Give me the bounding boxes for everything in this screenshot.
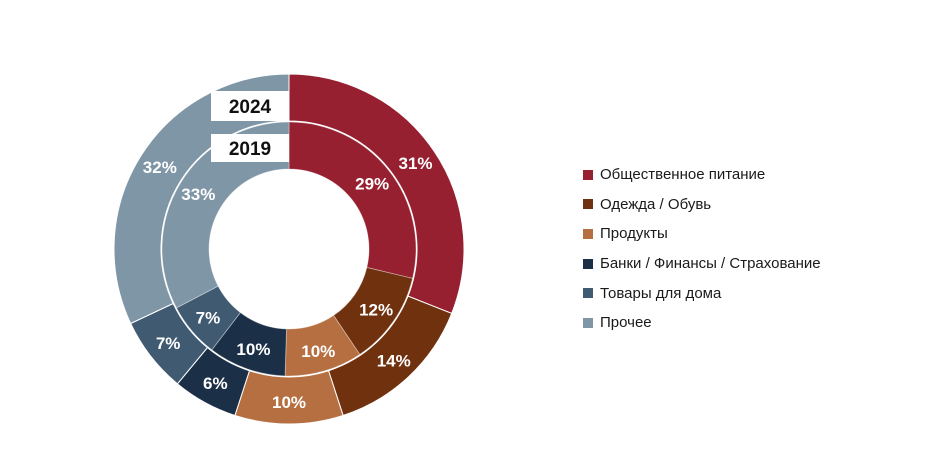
slice-labels: 31% 14% 10% 6% 7% 32% 29% 12% 10% 10% 7% 33% — [143, 154, 433, 412]
inner-ring-2019 — [161, 121, 417, 377]
legend-swatch — [583, 228, 593, 239]
outer-slice-label-1: 14% — [377, 352, 411, 371]
legend-item: Общественное питание — [583, 160, 821, 190]
outer-slice-5 — [113, 73, 290, 325]
legend-swatch — [583, 169, 593, 180]
outer-slice-label-0: 31% — [399, 154, 433, 173]
outer-slice-label-2: 10% — [272, 393, 306, 412]
legend-item: Одежда / Обувь — [583, 190, 821, 220]
legend-item: Банки / Финансы / Страхование — [583, 249, 821, 279]
legend-swatch — [583, 288, 593, 299]
legend-item: Товары для дома — [583, 278, 821, 308]
inner-slice-3 — [211, 311, 287, 377]
legend-label: Товары для дома — [600, 284, 722, 302]
donut-hole — [210, 170, 368, 328]
ring-tags: 2024 2019 — [211, 91, 289, 162]
legend-swatch — [583, 258, 593, 269]
legend-item: Продукты — [583, 219, 821, 249]
year-tag-2024: 2024 — [229, 97, 272, 118]
legend-label: Одежда / Обувь — [600, 195, 712, 213]
inner-slice-label-2: 10% — [301, 342, 335, 361]
legend-swatch — [583, 199, 593, 210]
outer-slice-label-3: 6% — [203, 374, 228, 393]
year-tag-2019: 2019 — [229, 139, 271, 160]
legend-swatch — [583, 317, 593, 328]
legend-label: Общественное питание — [600, 166, 766, 184]
inner-slice-label-5: 33% — [181, 185, 215, 204]
inner-slice-0 — [288, 121, 417, 279]
inner-slice-1 — [333, 267, 414, 356]
legend: Общественное питание Одежда / Обувь Продук… — [583, 160, 821, 338]
outer-slice-label-5: 32% — [143, 158, 177, 177]
year-tag-2024-box — [211, 91, 289, 121]
outer-slice-label-4: 7% — [156, 334, 181, 353]
inner-slice-2 — [284, 314, 361, 377]
legend-label: Прочее — [600, 314, 652, 332]
legend-label: Продукты — [600, 225, 668, 243]
outer-ring-2024 — [113, 73, 465, 425]
inner-slice-label-3: 10% — [236, 340, 270, 359]
inner-slice-label-1: 12% — [359, 300, 393, 319]
year-tag-2019-box — [211, 134, 289, 162]
legend-item: Прочее — [583, 308, 821, 338]
inner-slice-label-0: 29% — [355, 174, 389, 193]
inner-slice-label-4: 7% — [196, 308, 221, 327]
inner-slice-5 — [161, 121, 290, 309]
legend-label: Банки / Финансы / Страхование — [600, 255, 821, 273]
